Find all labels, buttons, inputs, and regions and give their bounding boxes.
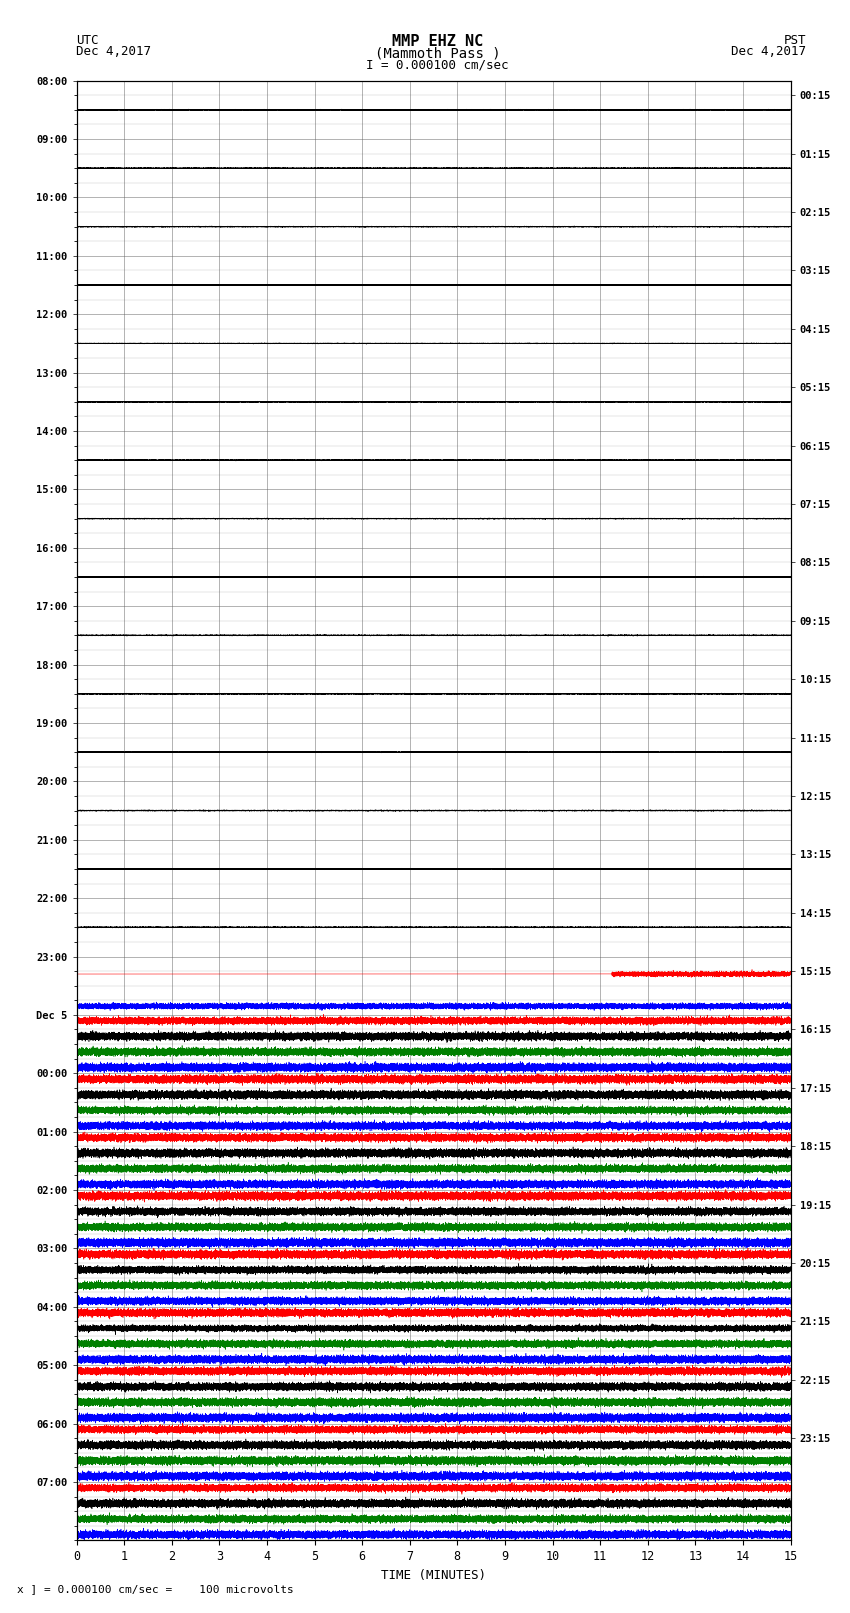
Text: UTC: UTC xyxy=(76,34,99,47)
Text: Dec 4,2017: Dec 4,2017 xyxy=(731,45,806,58)
Text: I = 0.000100 cm/sec: I = 0.000100 cm/sec xyxy=(366,58,509,71)
Text: (Mammoth Pass ): (Mammoth Pass ) xyxy=(375,47,501,60)
Text: x ] = 0.000100 cm/sec =    100 microvolts: x ] = 0.000100 cm/sec = 100 microvolts xyxy=(17,1584,294,1594)
X-axis label: TIME (MINUTES): TIME (MINUTES) xyxy=(381,1569,486,1582)
Text: MMP EHZ NC: MMP EHZ NC xyxy=(392,34,484,50)
Text: Dec 4,2017: Dec 4,2017 xyxy=(76,45,151,58)
Text: PST: PST xyxy=(784,34,806,47)
